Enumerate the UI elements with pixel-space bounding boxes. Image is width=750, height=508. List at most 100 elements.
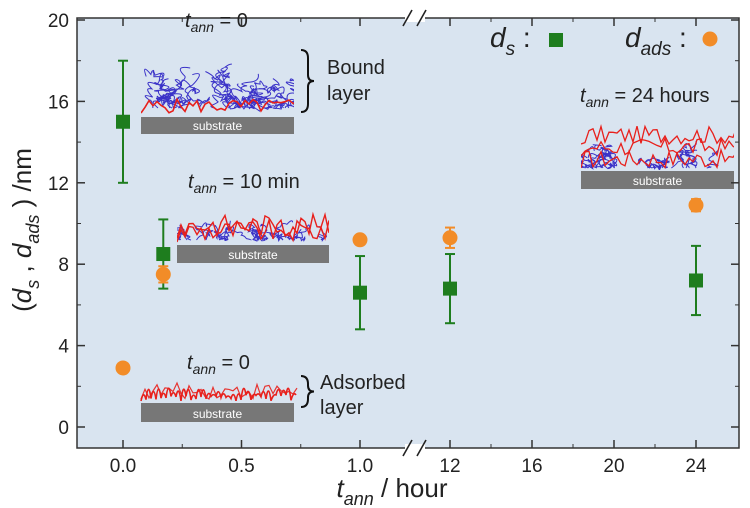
x-break-top-gap bbox=[405, 14, 425, 22]
bound-chain bbox=[247, 88, 273, 109]
x-tick-label: 1.0 bbox=[347, 456, 373, 477]
adsorbed-chain bbox=[177, 217, 329, 243]
layer-t10 bbox=[177, 211, 329, 243]
d_s-point bbox=[156, 247, 171, 262]
bound-chain bbox=[219, 83, 238, 109]
d_ads-point bbox=[352, 232, 368, 248]
x-break-top-slash bbox=[402, 9, 413, 27]
adsorbed-chain bbox=[141, 97, 294, 114]
legend-marker-d_s bbox=[549, 33, 563, 47]
x-break-bottom-slash bbox=[402, 439, 413, 457]
plot-area bbox=[76, 17, 740, 449]
annotation-tann-0-bound: tann = 0 bbox=[185, 10, 248, 35]
bound-chain bbox=[202, 229, 214, 241]
substrate-t10 bbox=[177, 245, 329, 263]
substrate-t24-label: substrate bbox=[633, 174, 683, 188]
brace-bound-layer bbox=[300, 49, 315, 113]
annotation-tann-0-adsorbed: tann = 0 bbox=[187, 352, 250, 377]
substrate-t0-ads-label: substrate bbox=[193, 407, 243, 421]
bound-chain bbox=[581, 160, 588, 169]
substrate-t0-bound bbox=[141, 117, 294, 134]
bound-chain bbox=[226, 225, 252, 241]
d_s-point bbox=[443, 281, 457, 296]
annotation-tann-24h: tann = 24 hours bbox=[580, 85, 710, 110]
substrate-t0-bound-label: substrate bbox=[193, 119, 243, 133]
bound-chain bbox=[266, 78, 289, 109]
y-tick-label: 0 bbox=[58, 418, 69, 439]
bound-chain bbox=[177, 227, 182, 241]
d_ads-point bbox=[115, 360, 131, 376]
x-tick-label: 20 bbox=[603, 456, 624, 477]
bound-chain bbox=[144, 68, 165, 109]
x-axis-title: tann / hour bbox=[337, 473, 448, 508]
x-tick-label: 16 bbox=[521, 456, 542, 477]
bound-chain bbox=[155, 78, 185, 109]
bound-chain bbox=[215, 63, 238, 110]
bound-chain bbox=[178, 73, 200, 109]
y-tick-label: 12 bbox=[48, 174, 69, 195]
bound-chain bbox=[153, 78, 178, 109]
bound-chain bbox=[284, 78, 294, 109]
bound-chain bbox=[254, 80, 272, 110]
annotation-adsorbed-layer-2: layer bbox=[320, 397, 364, 419]
bound-chain bbox=[603, 144, 616, 169]
adsorbed-chain bbox=[581, 136, 734, 157]
illustrations: substrate substrate substrate substrate tann… bbox=[140, 10, 734, 422]
d_ads-point bbox=[155, 266, 171, 282]
d_s-point bbox=[116, 114, 130, 129]
bound-chain bbox=[194, 222, 213, 241]
x-tick-label: 12 bbox=[439, 456, 460, 477]
x-tick-label: 0.0 bbox=[110, 456, 136, 477]
x-tick-label: 0.5 bbox=[228, 456, 254, 477]
adsorbed-chain bbox=[581, 147, 734, 169]
bound-chain bbox=[217, 67, 239, 109]
axes: 0 4 8 12 16 20 0.0 0.5 1.0 12 16 20 24 tann / hour (ds… bbox=[7, 9, 739, 508]
substrate-t24 bbox=[581, 171, 734, 189]
layer-t24 bbox=[581, 124, 734, 170]
bound-chain bbox=[152, 69, 183, 109]
d_s-point bbox=[689, 273, 703, 288]
y-tick-label: 4 bbox=[58, 337, 69, 358]
bound-chain bbox=[248, 224, 269, 241]
x-break-top-slash bbox=[416, 9, 427, 27]
bound-chain bbox=[254, 223, 268, 242]
marks bbox=[115, 59, 704, 376]
d_ads-point bbox=[442, 230, 458, 246]
adsorbed-layer-t0-chain bbox=[140, 387, 297, 402]
y-axis-title: (ds , dads ) /nm bbox=[7, 148, 43, 312]
adsorbed-chain bbox=[581, 124, 734, 146]
bound-chain bbox=[287, 101, 294, 109]
y-tick-label: 16 bbox=[48, 92, 69, 113]
legend: ds : dads : bbox=[490, 22, 718, 60]
d_s-point bbox=[353, 285, 367, 300]
d_ads-point bbox=[688, 197, 704, 213]
x-break-bottom-gap bbox=[405, 444, 425, 452]
bound-chain bbox=[230, 73, 259, 109]
x-tick-label: 24 bbox=[685, 456, 707, 477]
annotation-bound-layer-1: Bound bbox=[327, 57, 385, 79]
legend-label-d_s: ds : bbox=[490, 22, 531, 60]
legend-marker-d_ads bbox=[702, 31, 718, 47]
adsorbed-layer-t0-chain bbox=[140, 381, 298, 400]
bound-layer-t0 bbox=[141, 63, 294, 114]
adsorbed-chain bbox=[177, 211, 329, 239]
bound-chain bbox=[161, 92, 192, 109]
x-break-bottom-slash bbox=[416, 439, 427, 457]
brace-adsorbed-layer bbox=[300, 375, 315, 408]
substrate-t10-label: substrate bbox=[228, 248, 278, 262]
substrate-t0-ads bbox=[141, 403, 294, 422]
bound-chain bbox=[159, 82, 180, 109]
annotation-adsorbed-layer-1: Adsorbed bbox=[320, 372, 406, 394]
y-tick-label: 8 bbox=[58, 255, 69, 276]
y-tick-label: 20 bbox=[48, 11, 69, 32]
bound-chain bbox=[587, 158, 605, 169]
legend-label-d_ads: dads : bbox=[625, 22, 687, 60]
bound-chain bbox=[177, 229, 189, 241]
bound-chain bbox=[587, 153, 610, 169]
bound-chain bbox=[685, 149, 698, 169]
annotation-tann-10min: tann = 10 min bbox=[188, 171, 300, 196]
bound-chain bbox=[272, 98, 294, 110]
adsorbed-layer-t0 bbox=[140, 381, 298, 402]
annotation-bound-layer-2: layer bbox=[327, 83, 371, 105]
